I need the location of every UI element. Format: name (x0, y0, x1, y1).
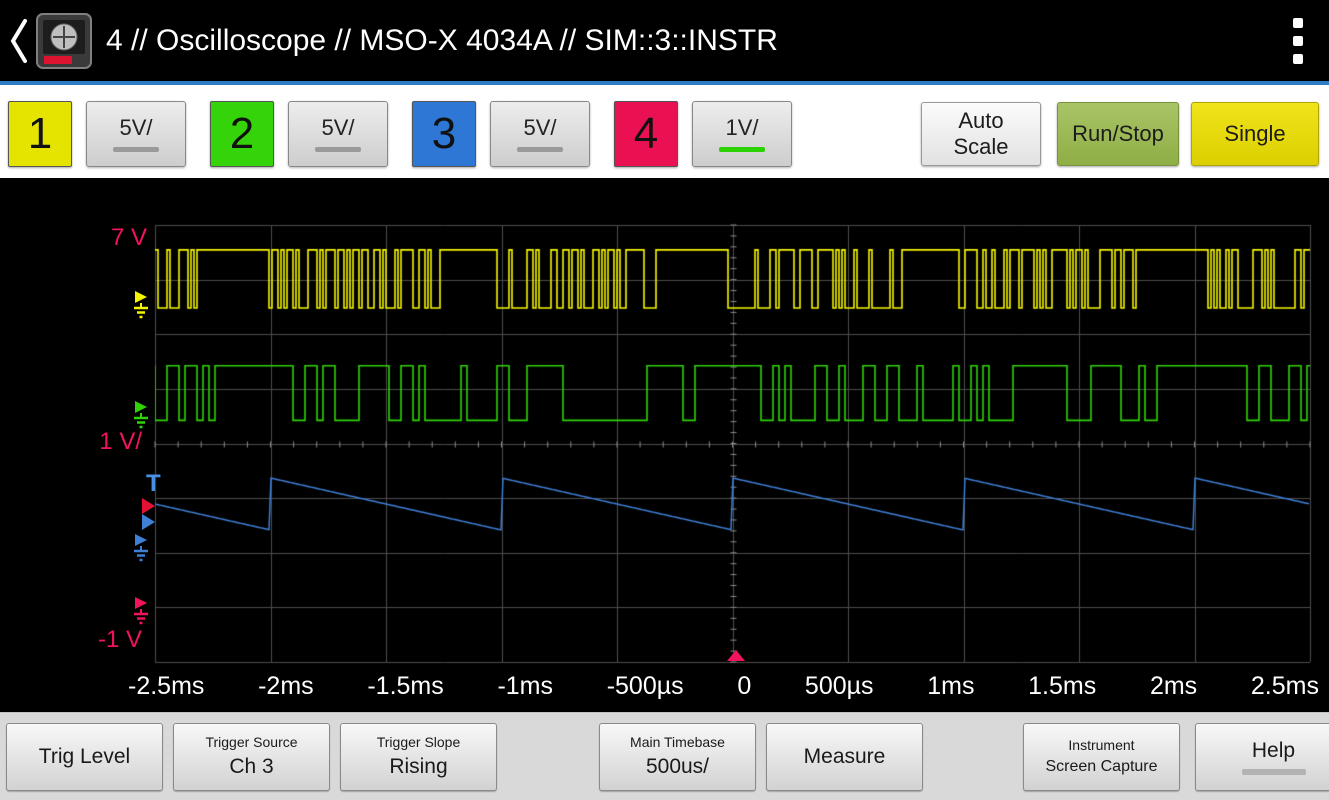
help-button[interactable]: Help (1195, 722, 1329, 791)
channel-2-group: 2 5V/ (210, 100, 388, 167)
scale-underline (315, 147, 361, 152)
back-icon[interactable] (6, 17, 32, 65)
channel-toolbar: 1 5V/ 2 5V/ 3 5V/ 4 1V/ (0, 89, 1329, 178)
time-axis-label: -2.5ms (128, 672, 205, 700)
channel-1-scale-button[interactable]: 5V/ (86, 100, 186, 167)
time-axis-label: -1.5ms (367, 672, 444, 700)
bottom-toolbar: Trig Level Trigger Source Ch 3 Trigger S… (0, 712, 1329, 800)
trigger-time-marker[interactable] (727, 650, 745, 661)
channel-2-button[interactable]: 2 (210, 100, 274, 167)
single-button[interactable]: Single (1191, 101, 1319, 166)
channel-2-scale-label: 5V/ (321, 115, 355, 140)
channel-3-scale-button[interactable]: 5V/ (490, 100, 590, 167)
time-axis-label: 0 (737, 672, 752, 700)
time-axis-label: -1ms (497, 672, 553, 700)
time-axis-label: 500µs (804, 672, 874, 700)
time-axis-label: 1.5ms (1028, 672, 1097, 700)
auto-scale-button[interactable]: Auto Scale (921, 101, 1041, 166)
run-controls: Auto Scale Run/Stop Single (921, 101, 1321, 166)
volts-per-div-label: 1 V/ (99, 428, 142, 455)
scope-canvas[interactable] (0, 178, 1329, 712)
trig-level-button[interactable]: Trig Level (6, 722, 163, 791)
time-axis-label: -2ms (258, 672, 314, 700)
channel-4-scale-label: 1V/ (725, 115, 759, 140)
scope-display[interactable]: 7 V 1 V/ -1 V T -2.5ms -2ms -1.5ms -1ms … (0, 178, 1329, 712)
time-axis-label: 1ms (927, 672, 975, 700)
channel-3-button[interactable]: 3 (412, 100, 476, 167)
channel-1-button[interactable]: 1 (8, 100, 72, 167)
ch3-ground-icon[interactable] (134, 533, 152, 563)
run-stop-button[interactable]: Run/Stop (1057, 101, 1179, 166)
time-axis-label: 2ms (1149, 672, 1198, 700)
time-axis-label: 2.5ms (1250, 672, 1319, 700)
channel-4-scale-button[interactable]: 1V/ (692, 100, 792, 167)
trigger-level-marker-blue[interactable] (142, 514, 155, 530)
scale-underline (719, 147, 765, 152)
time-axis: -2.5ms -2ms -1.5ms -1ms -500µs 0 500µs 1… (128, 672, 1319, 701)
trigger-slope-button[interactable]: Trigger Slope Rising (340, 722, 497, 791)
bottom-voltage-label: -1 V (97, 626, 142, 653)
page-title: 4 // Oscilloscope // MSO-X 4034A // SIM:… (106, 23, 778, 57)
time-axis-label: -500µs (606, 672, 684, 700)
main-timebase-button[interactable]: Main Timebase 500us/ (599, 722, 756, 791)
channel-3-scale-label: 5V/ (523, 115, 557, 140)
app-icon (36, 12, 92, 69)
scale-underline (517, 147, 563, 152)
channel-1-group: 1 5V/ (8, 100, 186, 167)
instrument-button[interactable]: Instrument Screen Capture (1023, 722, 1180, 791)
ch1-ground-icon[interactable] (134, 290, 152, 320)
scale-underline (113, 147, 159, 152)
channel-4-group: 4 1V/ (614, 100, 792, 167)
channel-2-scale-button[interactable]: 5V/ (288, 100, 388, 167)
top-voltage-label: 7 V (110, 224, 147, 251)
channel-3-group: 3 5V/ (412, 100, 590, 167)
trigger-source-button[interactable]: Trigger Source Ch 3 (173, 722, 330, 791)
trigger-level-label[interactable]: T (146, 470, 161, 497)
channel-4-button[interactable]: 4 (614, 100, 678, 167)
ch4-ground-icon[interactable] (134, 596, 152, 626)
trigger-level-marker-red[interactable] (142, 498, 155, 514)
overflow-menu-icon[interactable] (1289, 14, 1307, 68)
help-underline (1241, 768, 1306, 775)
header: 4 // Oscilloscope // MSO-X 4034A // SIM:… (0, 0, 1329, 85)
measure-button[interactable]: Measure (766, 722, 923, 791)
ch2-ground-icon[interactable] (134, 400, 152, 430)
channel-1-scale-label: 5V/ (119, 115, 153, 140)
